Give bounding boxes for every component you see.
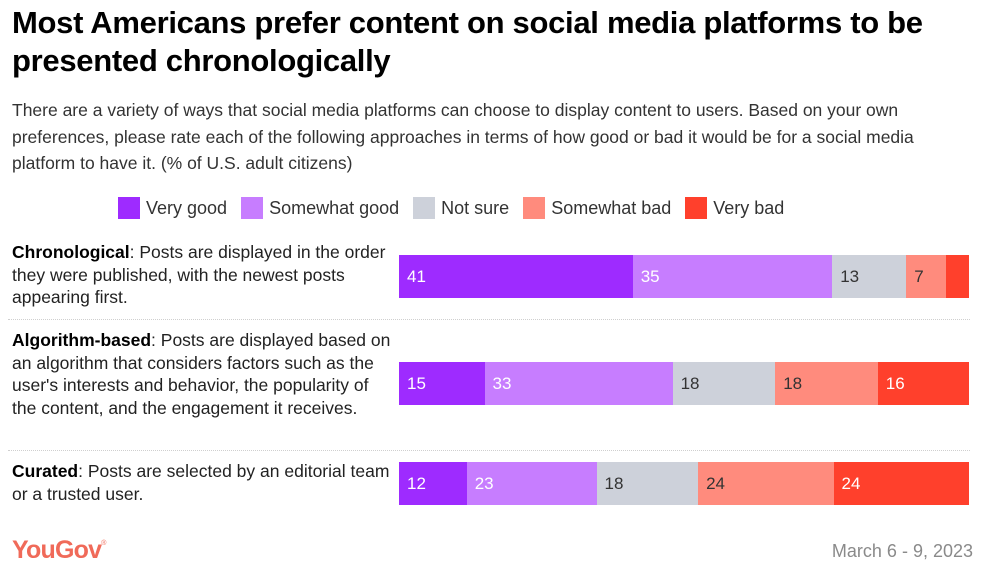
bar-segment-very-good: 12 [399, 462, 467, 505]
bar-segment-somewhat-bad: 7 [906, 255, 947, 298]
data-label: 23 [474, 473, 494, 493]
data-label: 24 [841, 473, 861, 493]
stacked-bar: 12 23 18 24 24 [399, 462, 969, 505]
data-label: 16 [885, 373, 905, 393]
legend-label: Very good [146, 197, 228, 218]
data-label: 18 [604, 473, 624, 493]
legend: Very good Somewhat good Not sure Somewhat b… [118, 197, 798, 219]
bar-segment-very-bad [946, 255, 969, 298]
bar-segment-very-bad: 16 [877, 362, 969, 405]
legend-item: Very bad [685, 197, 784, 219]
legend-item: Not sure [413, 197, 509, 219]
survey-date: March 6 - 9, 2023 [831, 541, 973, 561]
bar-segment-very-good: 41 [399, 255, 633, 298]
bar-segment-somewhat-bad: 18 [775, 362, 878, 405]
category-label: Chronological: Posts are displayed in th… [12, 241, 392, 309]
bar-segment-not-sure: 18 [672, 362, 776, 405]
legend-item: Very good [118, 197, 227, 219]
row-divider [8, 450, 970, 451]
stacked-bar: 15 33 18 18 16 [399, 362, 969, 405]
legend-item: Somewhat bad [523, 197, 671, 219]
row-divider [8, 319, 970, 320]
bar-segment-very-good: 15 [399, 362, 485, 405]
data-label: 33 [492, 373, 512, 393]
category-name: Curated [12, 461, 79, 481]
data-label: 18 [680, 373, 700, 393]
legend-label: Somewhat bad [551, 197, 672, 218]
legend-swatch [241, 197, 264, 219]
bar-segment-somewhat-good: 23 [466, 462, 597, 505]
bar-segment-somewhat-bad: 24 [698, 462, 834, 505]
stacked-bar: 41 35 13 7 [399, 255, 969, 298]
legend-swatch [118, 197, 140, 219]
category-description: : Posts are displayed based on an algori… [12, 330, 391, 418]
chart-title: Most Americans prefer content on social … [12, 5, 923, 78]
data-label: 35 [640, 266, 660, 286]
category-name: Chronological [12, 242, 130, 262]
legend-swatch [413, 197, 436, 219]
bar-segment-very-bad: 24 [833, 462, 969, 505]
data-label: 15 [407, 373, 426, 393]
yougov-logo: YouGov® [12, 536, 106, 565]
legend-label: Very bad [713, 197, 785, 218]
data-label: 12 [407, 473, 426, 493]
category-description: : Posts are displayed in the order they … [12, 242, 386, 307]
data-label: 18 [783, 373, 803, 393]
bar-segment-somewhat-good: 33 [484, 362, 673, 405]
legend-label: Not sure [441, 197, 510, 218]
data-label: 7 [914, 266, 924, 286]
legend-swatch [685, 197, 708, 219]
legend-swatch [523, 197, 546, 219]
bar-segment-not-sure: 18 [596, 462, 699, 505]
data-label: 24 [706, 473, 726, 493]
bar-segment-somewhat-good: 35 [632, 255, 833, 298]
legend-label: Somewhat good [269, 197, 400, 218]
data-label: 13 [840, 266, 860, 286]
category-name: Algorithm-based [12, 330, 152, 350]
category-description: : Posts are selected by an editorial tea… [12, 461, 390, 504]
registered-mark: ® [101, 540, 106, 547]
logo-text: YouGov [12, 536, 102, 564]
data-label: 41 [407, 266, 426, 286]
legend-item: Somewhat good [241, 197, 399, 219]
bar-segment-not-sure: 13 [832, 255, 907, 298]
category-label: Algorithm-based: Posts are displayed bas… [12, 329, 392, 419]
chart-subtitle: There are a variety of ways that social … [12, 100, 914, 173]
category-label: Curated: Posts are selected by an editor… [12, 460, 392, 505]
